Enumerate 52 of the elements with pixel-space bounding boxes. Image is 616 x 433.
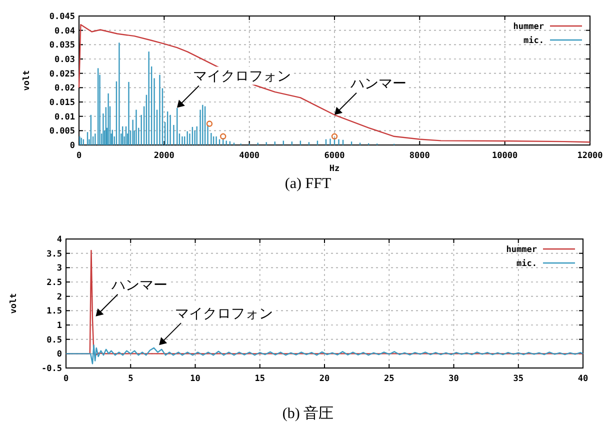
- y-tick-label: 0.005: [49, 126, 75, 137]
- y-tick-label: 3: [56, 264, 62, 274]
- annotation: マイクロフォン: [175, 305, 274, 322]
- y-tick-label: 0.04: [54, 26, 75, 36]
- text: (a) FFT: [284, 176, 332, 192]
- annotation: ハンマー: [110, 276, 168, 292]
- annotation: マイクロフォン: [159, 304, 276, 346]
- y-tick-label: 1.5: [46, 306, 62, 317]
- x-tick-label: 20: [319, 374, 330, 384]
- x-tick-label: 8000: [409, 151, 430, 161]
- text: (b) 音圧: [282, 405, 334, 422]
- x-tick-label: 2000: [154, 151, 174, 161]
- x-tick-label: 10: [190, 374, 200, 384]
- y-tick-label: 0.02: [54, 84, 75, 94]
- annotation: ハンマー: [96, 275, 170, 316]
- y-tick-label: 0.01: [54, 112, 75, 122]
- annotation: ハンマー: [350, 74, 406, 91]
- legend-label: mic.: [516, 259, 537, 269]
- annotation: ハンマー: [334, 74, 408, 115]
- y-tick-label: 0.015: [49, 98, 75, 108]
- y-axis-title: volt: [22, 70, 32, 91]
- x-axis-title: Hz: [329, 164, 340, 174]
- y-tick-label: 3.5: [46, 249, 62, 260]
- y-axis-title: volt: [9, 293, 19, 314]
- x-tick-label: 15: [254, 374, 265, 384]
- annotation: マイクロフォン: [192, 68, 291, 84]
- y-tick-label: 0.035: [49, 40, 75, 51]
- x-tick-label: 5: [128, 374, 134, 384]
- x-tick-label: 40: [578, 374, 588, 384]
- x-tick-label: 12000: [577, 151, 603, 161]
- legend-label: hummer: [513, 22, 544, 32]
- legend-label: hummer: [506, 245, 537, 255]
- x-tick-label: 0: [76, 151, 82, 161]
- x-tick-label: 35: [513, 374, 524, 384]
- y-tick-label: 0.045: [49, 12, 75, 22]
- x-tick-label: 4000: [239, 151, 260, 161]
- y-tick-label: 0.025: [49, 69, 75, 80]
- y-tick-label: 0: [70, 141, 75, 151]
- y-tick-label: 0.5: [46, 335, 62, 346]
- y-tick-label: 2.5: [46, 278, 62, 288]
- y-tick-label: 0.03: [54, 55, 75, 65]
- x-tick-label: 30: [448, 374, 459, 384]
- x-tick-label: 25: [384, 374, 394, 384]
- y-tick-label: 4: [56, 235, 62, 245]
- x-tick-label: 6000: [324, 151, 345, 161]
- y-tick-label: -0.5: [42, 364, 62, 374]
- annotation: マイクロフォン: [176, 66, 293, 108]
- legend-label: mic.: [524, 36, 544, 46]
- y-tick-label: 2: [56, 292, 62, 302]
- x-tick-label: 10000: [492, 151, 518, 161]
- y-tick-label: 1: [56, 321, 62, 331]
- y-tick-label: 0: [56, 350, 62, 360]
